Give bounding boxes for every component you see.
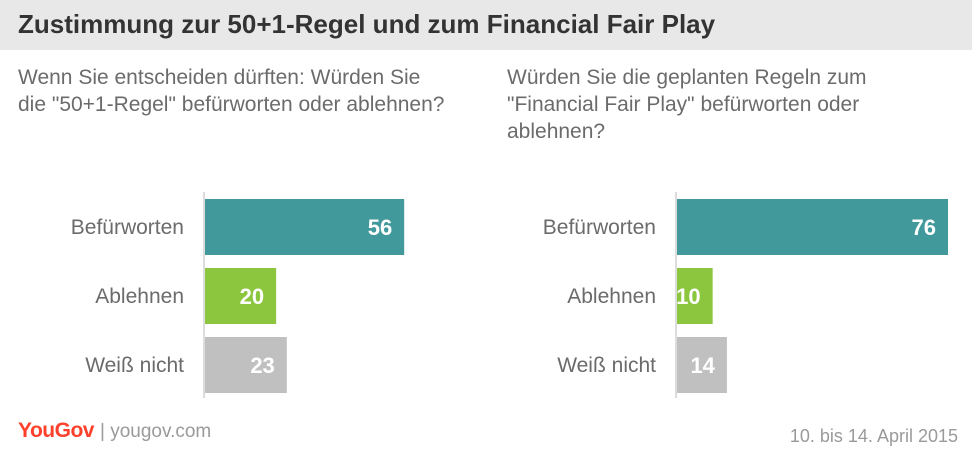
chart-1-category-label: Ablehnen [95,285,184,308]
chart-2-bar-bef-rworten [677,199,949,255]
title-bar: Zustimmung zur 50+1-Regel und zum Financ… [0,0,972,50]
chart-1-bar-ablehnen [205,268,277,324]
chart-1-category-label: Befürworten [71,216,184,239]
chart-1-value-label: 20 [240,284,264,309]
footer-date: 10. bis 14. April 2015 [789,426,958,446]
chart-2-value-label: 76 [912,215,936,240]
chart-1-question: Wenn Sie entscheiden dürften: Würden Sie… [18,66,445,116]
chart-2-value-label: 10 [676,284,700,309]
chart-1-value-label: 56 [368,215,392,240]
chart-1-bar-weiß-nicht [205,337,287,393]
chart-1-value-label: 23 [250,353,274,378]
chart-2-category-label: Befürworten [543,216,656,239]
chart-2-question: Würden Sie die geplanten Regeln zum "Fin… [507,66,867,143]
footer-site-link[interactable]: | yougov.com [100,421,212,442]
chart-2-value-label: 14 [690,353,715,378]
chart-2-category-label: Ablehnen [567,285,656,308]
yougov-logo: YouGov [18,419,94,442]
chart-2-bar-ablehnen [677,268,713,324]
chart-2-category-label: Weiß nicht [557,354,656,377]
chart-title: Zustimmung zur 50+1-Regel und zum Financ… [18,9,716,39]
chart-1-bar-bef-rworten [205,199,405,255]
chart-1-category-label: Weiß nicht [85,354,184,377]
chart-2-bar-weiß-nicht [677,337,727,393]
